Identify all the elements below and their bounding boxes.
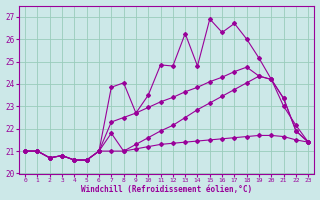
X-axis label: Windchill (Refroidissement éolien,°C): Windchill (Refroidissement éolien,°C) <box>81 185 252 194</box>
